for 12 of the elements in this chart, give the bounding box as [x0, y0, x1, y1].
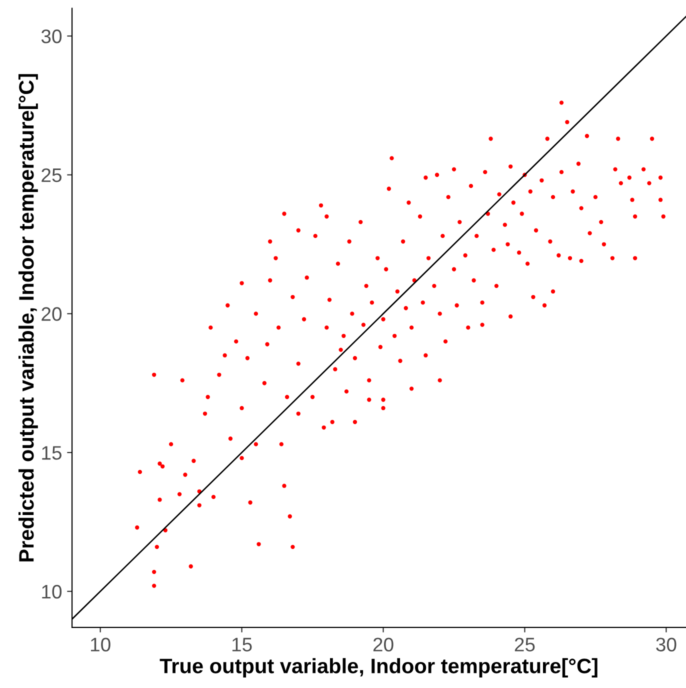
x-tick-label: 15 [232, 638, 252, 652]
y-tick-label: 20 [42, 307, 62, 321]
y-tick-label: 10 [42, 584, 62, 599]
x-tick-label: 20 [373, 638, 394, 652]
y-axis-title: Predicted output variable, Indoor temperature[°C] [18, 74, 38, 562]
y-tick-label: 25 [42, 168, 62, 182]
x-tick-label: 10 [90, 638, 110, 652]
y-tick-label: 15 [42, 446, 62, 460]
x-tick-label: 30 [656, 638, 676, 652]
y-tick-label: 30 [41, 29, 62, 44]
x-axis-title: True output variable, Indoor temperature[°C] [160, 658, 598, 678]
x-tick-label: 25 [514, 638, 535, 652]
